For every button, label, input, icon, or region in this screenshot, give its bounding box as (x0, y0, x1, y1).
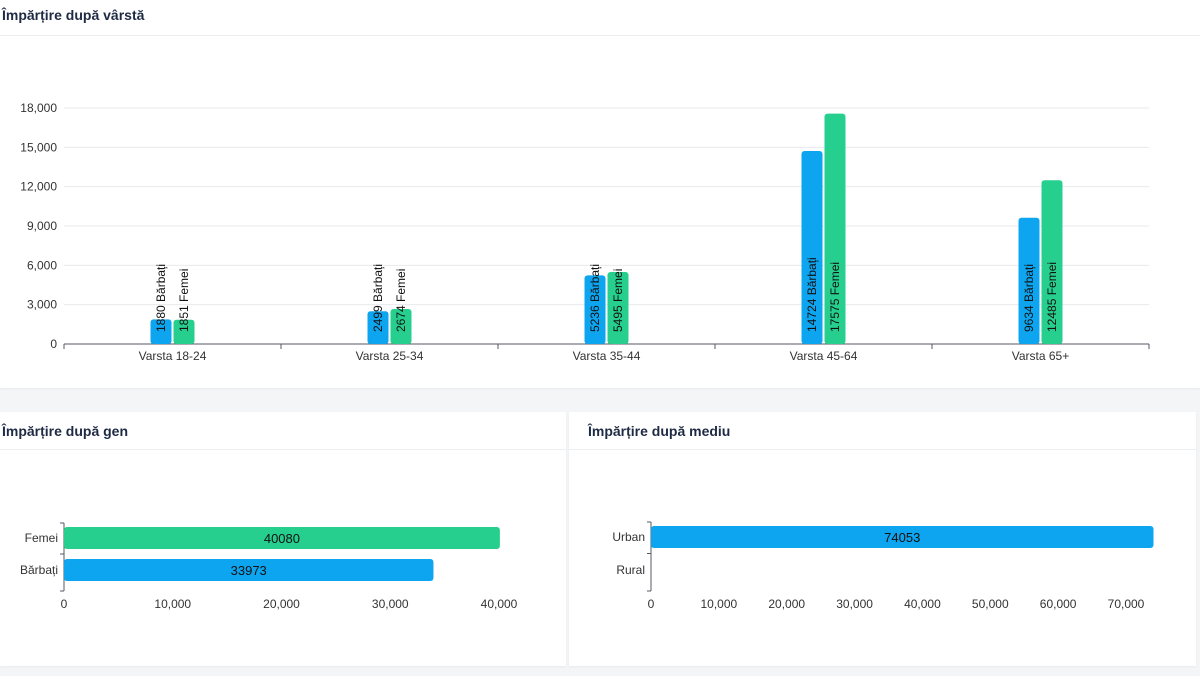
bar-male (367, 311, 389, 344)
y-tick-label: 15,000 (20, 140, 57, 154)
x-tick-label: 0 (648, 597, 655, 611)
bar-value-label: 33973 (231, 563, 267, 578)
y-category-label: Rural (616, 563, 645, 577)
x-category-label: Varsta 65+ (1012, 349, 1069, 363)
bar-data-label: 17575 Femei (828, 262, 842, 332)
x-tick-label: 30,000 (372, 597, 409, 611)
x-tick-label: 70,000 (1108, 597, 1145, 611)
bar-female (1041, 180, 1063, 344)
environment-bar-0 (651, 526, 1154, 548)
age-chart-title: Împărțire după vârstă (2, 7, 145, 23)
bar-data-label: 1851 Femei (177, 269, 191, 332)
x-tick-label: 40,000 (904, 597, 941, 611)
y-tick-label: 0 (50, 337, 57, 351)
bar-female (607, 271, 629, 344)
y-tick-label: 6,000 (27, 258, 57, 272)
y-category-label: Bărbați (20, 563, 58, 577)
bar-data-label: 2499 Bărbați (371, 264, 385, 332)
age-chart-card: Împărțire după vârstă 0 3,000 6,000 9,000 12… (0, 0, 1200, 388)
bar-data-label: 5236 Bărbați (588, 264, 602, 332)
x-category-label: Varsta 25-34 (356, 349, 424, 363)
environment-chart: 0 10,000 20,000 30,000 40,000 50,000 60,000 70,… (612, 521, 1154, 611)
environment-chart-card: Împărțire după mediu 0 10,000 20,000 30,000… (569, 412, 1196, 666)
y-category-label: Femei (25, 531, 58, 545)
y-tick-label: 9,000 (27, 219, 57, 233)
x-tick-label: 60,000 (1040, 597, 1077, 611)
x-category-label: Varsta 18-24 (139, 349, 207, 363)
x-tick-label: 20,000 (768, 597, 805, 611)
gender-bar-0 (64, 527, 500, 549)
environment-chart-divider (569, 449, 1196, 450)
gender-chart: 0 10,000 20,000 30,000 40,000 Femei 40080 Bărba… (20, 522, 518, 611)
x-tick-label: 20,000 (263, 597, 300, 611)
bar-value-label: 40080 (264, 531, 300, 546)
x-tick-label: 10,000 (154, 597, 191, 611)
y-tick-label: 18,000 (20, 101, 57, 115)
bar-data-label: 2674 Femei (394, 269, 408, 332)
bar-male (150, 319, 172, 344)
age-chart-divider (0, 35, 1200, 36)
bar-male (584, 275, 606, 344)
bar-data-label: 9634 Bărbați (1022, 264, 1036, 332)
gender-chart-title: Împărțire după gen (2, 423, 129, 439)
x-tick-label: 40,000 (481, 597, 518, 611)
bar-male (801, 150, 823, 344)
y-category-label: Urban (612, 530, 645, 544)
x-tick-label: 10,000 (701, 597, 738, 611)
bar-value-label: 74053 (884, 530, 920, 545)
bar-female (824, 113, 846, 344)
gender-bar-1 (64, 559, 434, 581)
x-category-label: Varsta 35-44 (573, 349, 641, 363)
gender-chart-divider (0, 449, 566, 450)
bar-data-label: 1880 Bărbați (154, 264, 168, 332)
bar-male (1018, 217, 1040, 344)
x-tick-label: 30,000 (836, 597, 873, 611)
environment-chart-title: Împărțire după mediu (588, 423, 731, 439)
bar-female (390, 308, 412, 344)
x-tick-label: 0 (61, 597, 68, 611)
y-tick-label: 3,000 (27, 298, 57, 312)
x-category-label: Varsta 45-64 (790, 349, 858, 363)
bar-data-label: 14724 Bărbați (805, 257, 819, 332)
y-tick-label: 12,000 (20, 180, 57, 194)
x-tick-label: 50,000 (972, 597, 1009, 611)
age-chart: 0 3,000 6,000 9,000 12,000 15,000 18,000 Varsta… (20, 101, 1150, 363)
bar-data-label: 5495 Femei (611, 269, 625, 332)
bar-data-label: 12485 Femei (1045, 262, 1059, 332)
gender-chart-card: Împărțire după gen 0 10,000 20,000 30,000 40… (0, 412, 566, 666)
bar-female (173, 319, 195, 344)
